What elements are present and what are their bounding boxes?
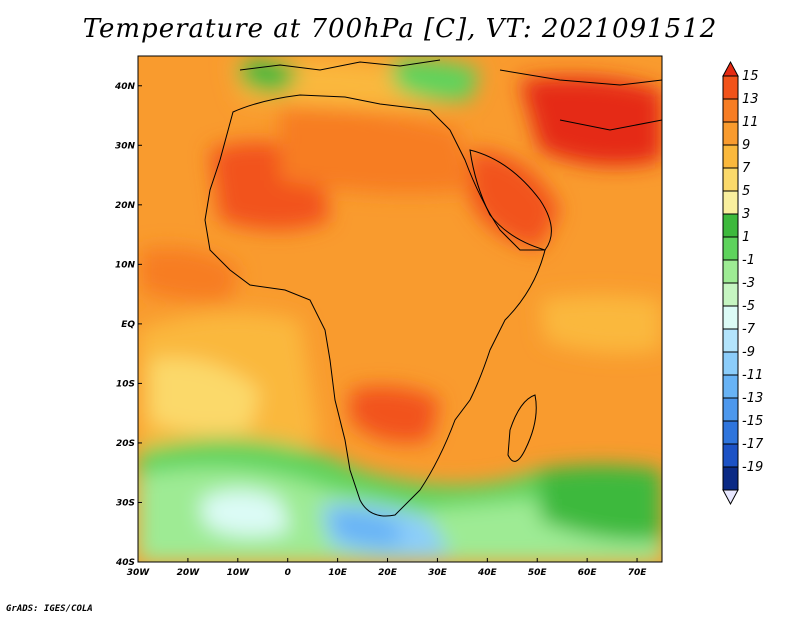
colorbar-label: -9 (742, 345, 755, 360)
lon-tick-label: 10E (328, 568, 348, 578)
lat-tick-label: EQ (121, 320, 135, 330)
colorbar-label: -5 (742, 299, 755, 314)
colorbar-swatch (722, 98, 739, 123)
lon-tick-label: 70E (628, 568, 648, 578)
colorbar-label: -15 (742, 414, 763, 429)
colorbar-label: -3 (742, 276, 755, 291)
colorbar-swatch (722, 328, 739, 353)
lon-tick-label: 10W (227, 568, 251, 578)
lat-tick-label: 10N (115, 260, 136, 270)
lat-tick-label: 30S (116, 498, 135, 508)
colorbar-label: -7 (742, 322, 756, 337)
plot-frame (137, 55, 663, 563)
lat-tick-label: 20N (115, 201, 136, 211)
colorbar-label: -19 (742, 460, 763, 475)
colorbar-swatch (722, 144, 739, 169)
lon-tick-label: 30W (127, 568, 151, 578)
map-axes: 30W 20W 10W 0 10E 20E 30E 40E 50E 60E 70E 40N 30N 20N… (114, 82, 647, 578)
lon-tick-label: 30E (428, 568, 448, 578)
colorbar-swatch (722, 213, 739, 238)
colorbar-label: -1 (742, 253, 755, 268)
colorbar-swatch (722, 420, 739, 445)
chart-title: Temperature at 700hPa [C], VT: 202109151… (82, 14, 718, 44)
colorbar-swatch (722, 397, 739, 422)
arabia-outline (469, 149, 552, 251)
colorbar-label: 1 (742, 230, 750, 245)
lon-tick-label: 40E (477, 568, 498, 578)
colorbar-label: -11 (742, 368, 763, 383)
colorbar-label: 13 (742, 92, 759, 107)
colorbar: 15 13 11 9 7 5 3 1 -1 -3 -5 -7 -9 -11 -13 -15 -17 -19 (722, 60, 764, 506)
lon-tick-label: 50E (528, 568, 548, 578)
madagascar-outline (507, 394, 537, 462)
temperature-field (138, 56, 662, 562)
asia-borders (499, 69, 663, 131)
colorbar-label: 7 (742, 161, 751, 176)
colorbar-top-arrow (722, 60, 739, 77)
colorbar-swatch (722, 466, 739, 491)
colorbar-swatch (722, 282, 739, 307)
lat-tick-label: 20S (116, 439, 135, 449)
colorbar-bottom-arrow (722, 489, 739, 506)
colorbar-label: 11 (742, 115, 759, 130)
colorbar-label: 9 (742, 138, 750, 153)
lat-tick-label: 40S (115, 558, 135, 568)
colorbar-swatch (722, 75, 739, 100)
colorbar-swatch (722, 443, 739, 468)
colorbar-swatch (722, 190, 739, 215)
coastlines (204, 59, 663, 517)
colorbar-label: -13 (742, 391, 763, 406)
lon-tick-label: 60E (578, 568, 598, 578)
colorbar-label: 15 (742, 69, 759, 84)
colorbar-label: -17 (742, 437, 764, 452)
colorbar-label: 3 (742, 207, 750, 222)
lat-tick-label: 40N (114, 82, 136, 92)
lat-tick-label: 10S (116, 379, 135, 389)
colorbar-swatch (722, 259, 739, 284)
colorbar-swatch (722, 374, 739, 399)
lon-tick-label: 20E (378, 568, 398, 578)
lon-tick-label: 20W (177, 568, 201, 578)
colorbar-swatch (722, 351, 739, 376)
colorbar-swatch (722, 167, 739, 192)
lat-tick-label: 30N (115, 141, 136, 151)
europe-coast (239, 59, 441, 71)
africa-outline (204, 94, 546, 517)
colorbar-swatch (722, 305, 739, 330)
colorbar-label: 5 (742, 184, 750, 199)
colorbar-swatch (722, 121, 739, 146)
colorbar-swatch (722, 236, 739, 261)
footer-credit: GrADS: IGES/COLA (6, 604, 93, 614)
lon-tick-label: 0 (285, 568, 291, 578)
